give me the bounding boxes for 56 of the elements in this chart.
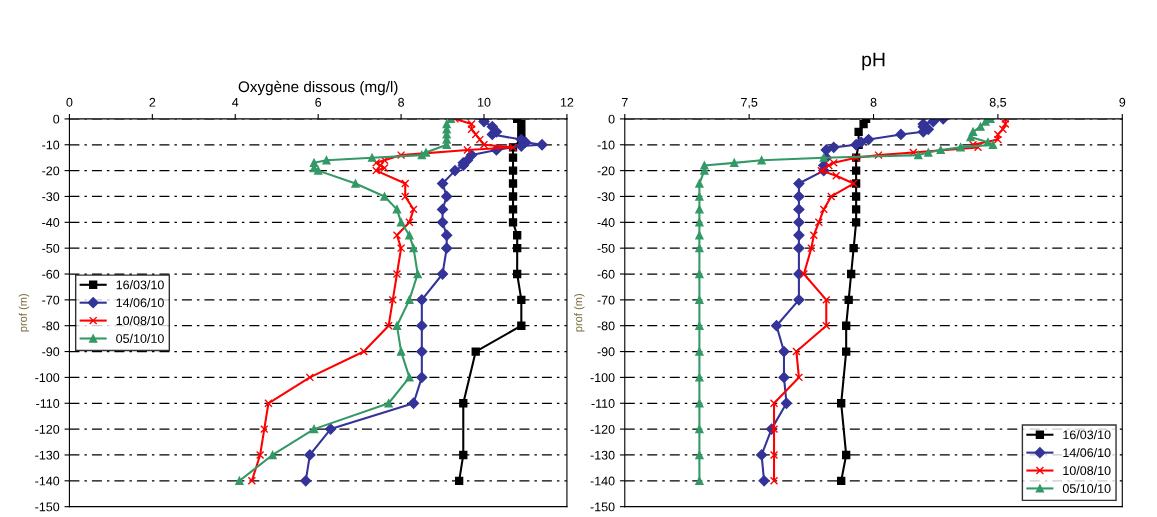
y-tick-label: -150 xyxy=(35,502,60,512)
y-tick-label: -100 xyxy=(35,373,60,383)
x-tick-label: 2 xyxy=(149,97,156,107)
y-tick-label: -130 xyxy=(35,450,60,460)
y-tick-label: -40 xyxy=(597,218,615,227)
y-tick-label: -120 xyxy=(35,424,60,434)
y-tick-label: -30 xyxy=(42,192,60,202)
y-tick-label: -20 xyxy=(42,166,60,176)
y-tick-label: 0 xyxy=(53,114,60,124)
y-tick-label: -90 xyxy=(597,347,615,357)
y-tick-label: -20 xyxy=(597,166,615,176)
y-tick-label: -140 xyxy=(35,476,60,486)
x-tick-label: 8 xyxy=(870,97,877,107)
x-tick-label: 8 xyxy=(398,97,405,107)
y-tick-label: -30 xyxy=(597,192,615,202)
x-tick-label: 4 xyxy=(232,97,239,107)
y-tick-label: -100 xyxy=(590,373,615,383)
chart-title: pH xyxy=(862,52,885,71)
y-tick-label: -60 xyxy=(597,269,615,279)
legend-label: 14/06/10 xyxy=(116,298,164,308)
legend-label: 16/03/10 xyxy=(116,280,164,290)
y-tick-label: -120 xyxy=(590,424,615,434)
x-tick-label: 12 xyxy=(560,97,574,107)
x-tick-label: 8,5 xyxy=(989,97,1007,109)
y-tick-label: -150 xyxy=(590,502,615,512)
y-tick-label: -130 xyxy=(590,450,615,460)
y-tick-label: -60 xyxy=(42,269,60,279)
y-tick-label: -110 xyxy=(36,399,60,408)
x-axis-title: Oxygène dissous (mg/l) xyxy=(238,80,398,96)
y-tick-label: -80 xyxy=(42,321,60,331)
y-tick-label: -70 xyxy=(597,295,615,305)
x-tick-label: 7,5 xyxy=(741,97,758,109)
x-tick-label: 9 xyxy=(1119,97,1126,107)
x-tick-label: 7 xyxy=(621,97,628,107)
legend-label: 05/10/10 xyxy=(116,333,164,343)
legend-label: 10/08/10 xyxy=(1063,465,1111,476)
legend-label: 10/08/10 xyxy=(116,315,164,326)
y-axis-title: prof (m) xyxy=(574,294,585,332)
legend-label: 05/10/10 xyxy=(1062,483,1111,493)
legend-label: 16/03/10 xyxy=(1063,430,1111,440)
legend-label: 14/06/10 xyxy=(1063,447,1111,458)
y-tick-label: -10 xyxy=(597,140,615,150)
x-tick-label: 0 xyxy=(66,97,73,107)
y-tick-label: -10 xyxy=(42,140,60,150)
y-axis-title: prof (m) xyxy=(18,294,30,332)
y-tick-label: -80 xyxy=(597,321,615,331)
y-tick-label: 0 xyxy=(608,114,615,124)
x-tick-label: 6 xyxy=(315,97,322,107)
y-tick-label: -70 xyxy=(42,295,60,305)
y-tick-label: -140 xyxy=(590,476,615,486)
y-tick-label: -90 xyxy=(42,347,60,357)
x-tick-label: 10 xyxy=(478,97,491,107)
y-tick-label: -50 xyxy=(42,243,60,253)
y-tick-label: -50 xyxy=(597,243,615,253)
y-tick-label: -110 xyxy=(591,399,615,408)
y-tick-label: -40 xyxy=(42,218,60,227)
